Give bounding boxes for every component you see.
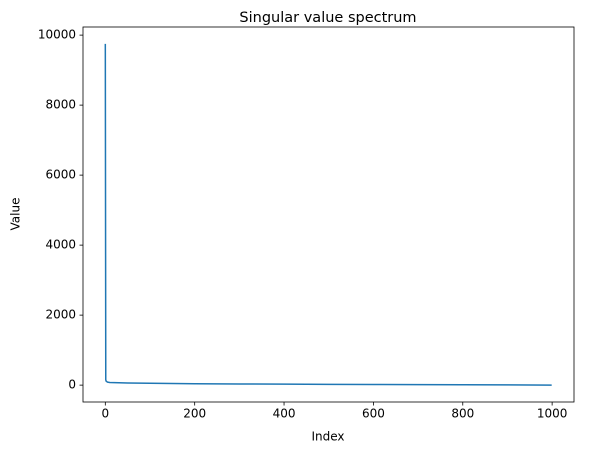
x-tick-label: 400 — [273, 407, 296, 421]
x-tick-label: 800 — [451, 407, 474, 421]
plot-frame — [82, 26, 575, 403]
x-tick-label: 200 — [183, 407, 206, 421]
y-tick-label: 8000 — [45, 98, 76, 112]
x-tick-label: 0 — [101, 407, 109, 421]
y-tick-label: 4000 — [45, 238, 76, 252]
y-tick-label: 6000 — [45, 168, 76, 182]
y-axis-label: Value — [9, 198, 23, 231]
x-tick-label: 1000 — [537, 407, 568, 421]
x-tick-label: 600 — [362, 407, 385, 421]
line-series — [104, 43, 552, 386]
y-tick-label: 10000 — [38, 28, 76, 42]
y-tick-label: 2000 — [45, 308, 76, 322]
chart-title: Singular value spectrum — [239, 10, 416, 26]
x-axis-label: Index — [311, 430, 344, 444]
y-tick-label: 0 — [68, 378, 76, 392]
